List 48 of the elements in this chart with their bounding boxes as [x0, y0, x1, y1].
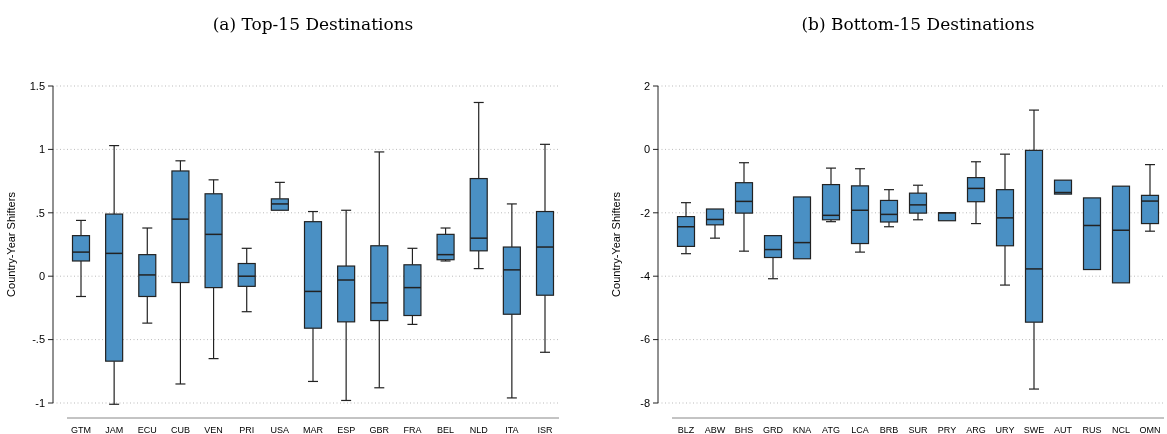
x-tick-label: BEL [437, 425, 455, 434]
x-tick-label: NCL [1111, 425, 1131, 434]
x-tick-label: GBR [369, 425, 390, 434]
x-tick-label: RUS [1082, 425, 1102, 434]
x-tick-label: BLZ [677, 425, 695, 434]
x-tick-label: ECU [137, 425, 157, 434]
x-tick-label: BRB [879, 425, 899, 434]
chart-title: (b) Bottom-15 Destinations [801, 14, 1035, 34]
x-tick-label: BHS [734, 425, 754, 434]
x-tick-label: ESP [337, 425, 356, 434]
x-tick-label: GRD [763, 425, 784, 434]
x-tick-label: KNA [792, 425, 812, 434]
x-tick-label: LCA [851, 425, 869, 434]
x-tick-label: SUR [908, 425, 928, 434]
y-tick-label: -4 [640, 270, 650, 283]
y-tick-label: 0 [643, 143, 650, 156]
x-tick-label: FRA [403, 425, 422, 434]
x-tick-label: ATG [822, 425, 840, 434]
x-tick-label: MAR [303, 425, 324, 434]
x-tick-label: VEN [204, 425, 223, 434]
x-tick-label: AUT [1054, 425, 1073, 434]
x-tick-label: ISR [537, 425, 553, 434]
x-tick-label: CUB [170, 425, 190, 434]
x-tick-label: ABW [704, 425, 726, 434]
y-axis-title: Country-Year Shifters [610, 191, 622, 297]
x-tick-label: ITA [505, 425, 519, 434]
x-tick-label: ARG [966, 425, 986, 434]
x-tick-label: GTM [71, 425, 91, 434]
y-tick-label: 1.5 [29, 79, 45, 92]
y-tick-label: 2 [643, 79, 650, 92]
y-tick-label: 1 [38, 143, 45, 156]
y-tick-label: -6 [640, 333, 650, 346]
x-tick-label: OMN [1139, 425, 1161, 434]
chart-title: (a) Top-15 Destinations [212, 14, 414, 34]
y-tick-label: -8 [640, 396, 650, 409]
x-tick-label: SWE [1023, 425, 1045, 434]
y-axis-title: Country-Year Shifters [5, 191, 17, 297]
x-tick-label: NLD [469, 425, 489, 434]
y-tick-label: .5 [35, 206, 45, 219]
x-tick-label: USA [270, 425, 290, 434]
y-tick-label: 0 [38, 270, 45, 283]
y-tick-label: -1 [35, 396, 45, 409]
x-tick-label: PRY [937, 425, 957, 434]
x-tick-label: PRI [239, 425, 255, 434]
y-tick-label: -2 [640, 206, 650, 219]
x-tick-label: JAM [105, 425, 124, 434]
x-tick-label: URY [995, 425, 1015, 434]
y-tick-label: -.5 [32, 333, 45, 346]
